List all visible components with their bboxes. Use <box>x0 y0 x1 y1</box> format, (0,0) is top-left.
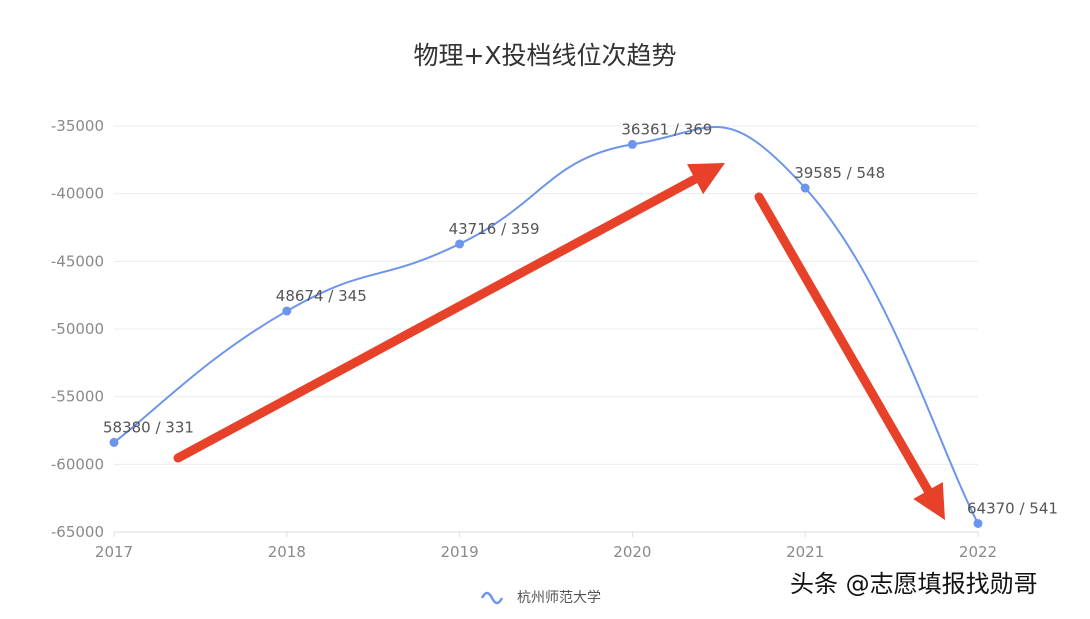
y-tick-label: -40000 <box>51 185 104 203</box>
x-tick-label: 2020 <box>613 543 651 561</box>
y-tick-label: -35000 <box>51 117 104 135</box>
legend-label: 杭州师范大学 <box>517 589 601 606</box>
y-tick-label: -45000 <box>51 252 104 270</box>
x-axis: 2017 2018 2019 2020 2021 2022 <box>95 532 997 561</box>
x-tick-label: 2017 <box>95 543 133 561</box>
data-label: 39585 / 548 <box>794 164 885 182</box>
arrow-shaft <box>173 174 700 463</box>
x-tick-label: 2019 <box>441 543 479 561</box>
y-tick-label: -50000 <box>51 320 104 338</box>
legend-item[interactable]: 杭州师范大学 <box>480 589 601 606</box>
data-point <box>455 239 465 249</box>
annotation-arrows <box>173 163 945 520</box>
x-tick-label: 2018 <box>268 543 306 561</box>
data-label: 48674 / 345 <box>276 287 367 305</box>
data-label: 36361 / 369 <box>621 120 712 138</box>
y-tick-label: -60000 <box>51 455 104 473</box>
data-point <box>282 306 292 316</box>
data-label: 58380 / 331 <box>103 418 194 436</box>
data-label: 43716 / 359 <box>449 220 540 238</box>
data-point <box>800 183 810 193</box>
y-tick-label: -55000 <box>51 388 104 406</box>
arrow-head <box>913 482 945 520</box>
data-points: 58380 / 331 48674 / 345 43716 / 359 36361 /… <box>103 120 1058 528</box>
x-tick-label: 2021 <box>786 543 824 561</box>
watermark: 头条 @志愿填报找勋哥 <box>790 570 1038 598</box>
data-point <box>973 518 983 528</box>
grid <box>114 125 978 533</box>
data-point <box>627 139 637 149</box>
chart-title: 物理+X投档线位次趋势 <box>413 41 676 70</box>
x-tick-label: 2022 <box>959 543 997 561</box>
legend-line-icon <box>480 591 504 605</box>
series-line <box>113 126 979 524</box>
arrow-head <box>687 163 725 195</box>
data-label: 64370 / 541 <box>967 499 1058 517</box>
y-axis: -35000 -40000 -45000 -50000 -55000 -60000 -650… <box>51 117 104 541</box>
arrow-shaft <box>754 192 933 496</box>
data-point <box>109 437 119 447</box>
y-tick-label: -65000 <box>51 523 104 541</box>
